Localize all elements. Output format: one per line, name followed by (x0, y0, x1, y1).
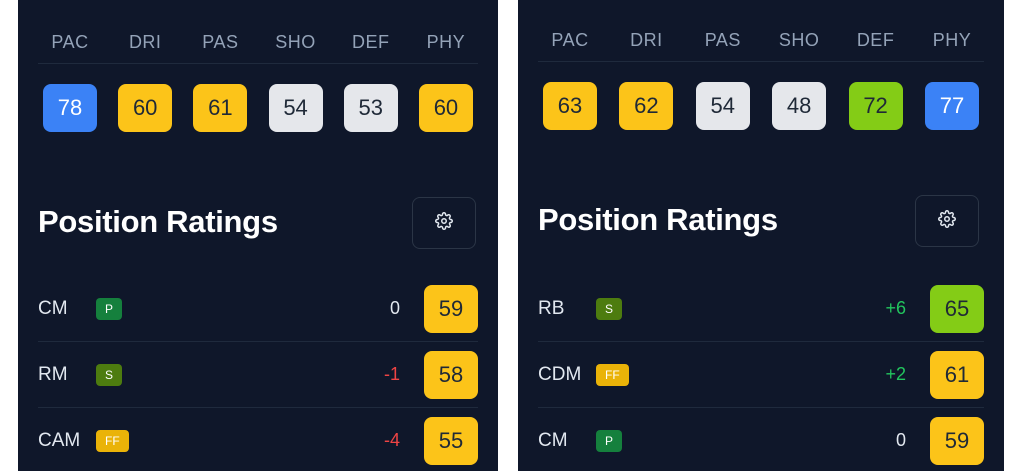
stat-label-dri: DRI (128, 32, 162, 52)
stat-value-sho: 54 (268, 84, 323, 132)
position-badge: S (96, 363, 123, 386)
stat-labels-row: PAC DRI PAS SHO DEF PHY (538, 30, 984, 62)
position-badge: S (596, 297, 623, 320)
rating-difference: -1 (383, 364, 400, 384)
stat-label-dri: DRI (630, 30, 663, 50)
position-rating: 61 (930, 350, 984, 399)
stat-label-phy: PHY (426, 32, 466, 52)
stat-label-pas: PAS (704, 30, 741, 50)
rating-difference: 0 (895, 430, 906, 450)
position-badge: FF (96, 429, 129, 452)
position-name: CM (538, 429, 568, 451)
stat-label-pas: PAS (202, 32, 239, 52)
stat-value-def: 72 (848, 82, 903, 130)
position-row[interactable]: CM P 0 59 (38, 276, 478, 342)
position-rating: 55 (424, 416, 478, 465)
stat-value-dri: 60 (118, 84, 173, 132)
stat-value-def: 53 (343, 84, 398, 132)
stat-label-sho: SHO (275, 32, 316, 52)
stat-values-row: 78 60 61 54 53 60 (38, 84, 478, 132)
stat-label-def: DEF (856, 30, 895, 50)
player-card-left: PAC DRI PAS SHO DEF PHY 78 60 61 54 53 6… (18, 0, 498, 471)
position-row[interactable]: CAM FF -4 55 (38, 408, 478, 471)
stat-value-dri: 62 (619, 82, 674, 130)
stat-value-pac: 63 (543, 82, 597, 130)
position-rating: 65 (930, 284, 984, 333)
stat-value-phy: 60 (418, 84, 473, 132)
position-row[interactable]: CDM FF +2 61 (538, 342, 984, 408)
player-card-right: PAC DRI PAS SHO DEF PHY 63 62 54 48 72 7… (518, 0, 1004, 471)
position-name: CDM (538, 363, 582, 385)
position-row[interactable]: RB S +6 65 (538, 276, 984, 342)
position-rating: 59 (930, 416, 984, 465)
position-rating: 58 (424, 350, 478, 399)
stat-label-def: DEF (352, 32, 390, 52)
position-badge: FF (596, 363, 629, 386)
position-badge: P (96, 297, 123, 320)
stat-label-phy: PHY (932, 30, 972, 50)
rating-difference: +2 (885, 364, 906, 384)
stat-labels-row: PAC DRI PAS SHO DEF PHY (38, 32, 478, 64)
stat-value-sho: 48 (772, 82, 827, 130)
stat-value-pas: 61 (193, 84, 248, 132)
section-title: Position Ratings (38, 204, 278, 239)
stat-label-pac: PAC (551, 30, 589, 50)
position-name: CM (38, 297, 68, 319)
section-title: Position Ratings (538, 202, 778, 237)
position-name: RM (38, 363, 68, 385)
rating-difference: +6 (885, 298, 906, 318)
settings-button[interactable] (915, 195, 979, 247)
stat-values-row: 63 62 54 48 72 77 (538, 82, 984, 130)
gear-icon (435, 211, 453, 235)
settings-button[interactable] (412, 197, 476, 249)
rating-difference: -4 (383, 430, 400, 450)
rating-difference: 0 (389, 298, 400, 318)
position-list: CM P 0 59 RM S -1 58 CAM FF -4 55 (38, 276, 478, 471)
gear-icon (938, 209, 956, 233)
stat-value-phy: 77 (924, 82, 979, 130)
position-name: CAM (38, 429, 81, 451)
position-row[interactable]: CM P 0 59 (538, 408, 984, 471)
position-rating: 59 (424, 284, 478, 333)
position-name: RB (538, 297, 565, 319)
stat-label-pac: PAC (51, 32, 89, 52)
stat-label-sho: SHO (778, 30, 820, 50)
stat-value-pas: 54 (695, 82, 750, 130)
position-row[interactable]: RM S -1 58 (38, 342, 478, 408)
position-badge: P (596, 429, 623, 452)
stat-value-pac: 78 (43, 84, 97, 132)
position-list: RB S +6 65 CDM FF +2 61 CM P 0 59 (538, 276, 984, 471)
